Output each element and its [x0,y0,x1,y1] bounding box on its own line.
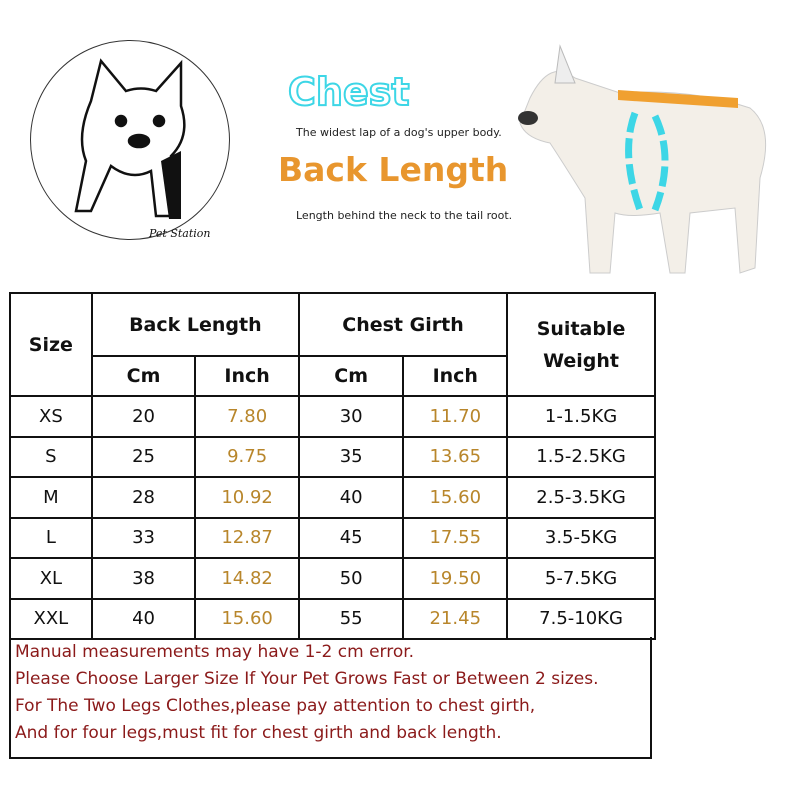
cell-weight: 5-7.5KG [506,557,656,600]
cell-back-inch: 15.60 [194,597,300,640]
header-chest-cm: Cm [297,355,405,397]
cell-chest-inch: 21.45 [402,597,509,640]
cell-back-cm: 40 [90,597,197,640]
table-row: L 33 12.87 45 17.55 3.5-5KG [9,516,656,559]
cell-back-inch: 10.92 [194,476,300,519]
cell-chest-inch: 15.60 [402,476,509,519]
cell-size: S [9,435,93,478]
cell-chest-inch: 11.70 [402,395,509,438]
dog-photo-icon [518,44,767,274]
french-bulldog-logo-icon [74,58,186,219]
note-line: For The Two Legs Clothes,please pay atte… [15,696,536,716]
cell-chest-inch: 19.50 [402,557,509,600]
pet-station-logo: Pet Station [30,40,230,240]
cell-chest-cm: 40 [297,476,405,519]
cell-chest-inch: 17.55 [402,516,509,559]
cell-back-cm: 38 [90,557,197,600]
cell-back-cm: 33 [90,516,197,559]
header-back-length: Back Length [90,292,300,357]
cell-size: XL [9,557,93,600]
table-row: M 28 10.92 40 15.60 2.5-3.5KG [9,476,656,519]
header-size: Size [9,292,93,397]
brand-name: Pet Station [149,227,211,240]
size-chart-table: Size Back Length Chest Girth Suitable We… [9,292,656,640]
cell-size: L [9,516,93,559]
cell-weight: 2.5-3.5KG [506,476,656,519]
header-back-inch: Inch [194,355,300,397]
cell-size: XXL [9,597,93,640]
chest-description: The widest lap of a dog's upper body. [296,126,502,139]
table-row: XS 20 7.80 30 11.70 1-1.5KG [9,395,656,438]
header-back-cm: Cm [90,355,197,397]
note-line: And for four legs,must fit for chest gir… [15,723,502,743]
header-suitable-weight: Suitable Weight [506,292,656,397]
cell-back-inch: 12.87 [194,516,300,559]
cell-weight: 1.5-2.5KG [506,435,656,478]
cell-back-inch: 14.82 [194,557,300,600]
cell-chest-cm: 55 [297,597,405,640]
cell-back-cm: 28 [90,476,197,519]
chest-title: Chest [287,69,410,115]
cell-back-cm: 25 [90,435,197,478]
table-row: S 25 9.75 35 13.65 1.5-2.5KG [9,435,656,478]
cell-chest-cm: 45 [297,516,405,559]
back-length-marker [618,90,738,108]
header-chest-girth: Chest Girth [297,292,509,357]
cell-size: M [9,476,93,519]
cell-weight: 7.5-10KG [506,597,656,640]
back-length-title: Back Length [278,150,509,189]
cell-chest-cm: 35 [297,435,405,478]
dog-measurement-illustration [518,44,767,274]
table-row: XXL 40 15.60 55 21.45 7.5-10KG [9,597,656,640]
back-length-description: Length behind the neck to the tail root. [296,209,513,222]
cell-back-inch: 7.80 [194,395,300,438]
cell-chest-cm: 30 [297,395,405,438]
cell-back-cm: 20 [90,395,197,438]
header-chest-inch: Inch [402,355,509,397]
cell-back-inch: 9.75 [194,435,300,478]
chest-girth-marker [625,111,669,212]
cell-size: XS [9,395,93,438]
notes: Manual measurements may have 1-2 cm erro… [9,637,652,759]
table-row: XL 38 14.82 50 19.50 5-7.5KG [9,557,656,600]
cell-weight: 3.5-5KG [506,516,656,559]
note-line: Manual measurements may have 1-2 cm erro… [15,642,415,662]
cell-weight: 1-1.5KG [506,395,656,438]
cell-chest-inch: 13.65 [402,435,509,478]
note-line: Please Choose Larger Size If Your Pet Gr… [15,669,599,689]
cell-chest-cm: 50 [297,557,405,600]
